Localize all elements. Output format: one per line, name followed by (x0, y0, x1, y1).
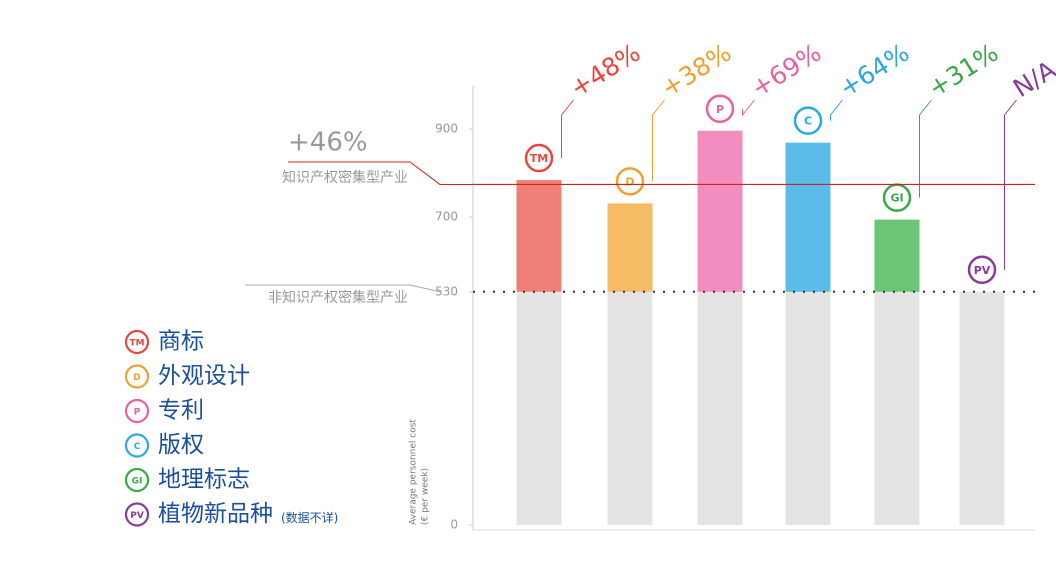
reference-leader (245, 284, 441, 293)
y-axis-label: (€ per week) (421, 468, 431, 525)
category-label: GI (890, 192, 903, 205)
y-tick-label: 530 (435, 284, 458, 298)
y-tick-label: 900 (435, 122, 458, 136)
legend-label: 专利 (158, 398, 204, 424)
value-label: +48% (565, 38, 645, 103)
reference-label: 知识产权密集型产业 (282, 169, 408, 186)
category-label: TM (530, 152, 548, 165)
legend-label: 版权 (158, 432, 204, 458)
legend-note: (数据不详) (281, 510, 338, 525)
y-tick-label: 700 (435, 210, 458, 224)
category-label: PV (974, 264, 991, 277)
legend-icon (124, 329, 150, 355)
bar-background (785, 291, 831, 525)
reference-leader (288, 161, 473, 185)
category-label: D (625, 175, 634, 188)
legend-label: 地理标志 (158, 467, 250, 493)
legend-icon (124, 398, 150, 424)
legend-label: 植物新品种 (158, 501, 273, 527)
reference-label: 非知识产权密集型产业 (268, 289, 408, 306)
bar (607, 203, 653, 292)
legend-icon-label: TM (129, 339, 144, 349)
y-tick-label: 0 (450, 518, 458, 532)
category-icon (967, 255, 997, 285)
bar-background (516, 291, 562, 525)
legend-icon (124, 502, 150, 527)
legend-icon-label: P (134, 408, 141, 418)
bar (785, 142, 831, 292)
leader-line (830, 99, 843, 121)
legend-icon-label: GI (132, 477, 143, 487)
legend-label: 外观设计 (158, 363, 250, 389)
leader-line (652, 99, 665, 182)
leader-line (561, 99, 574, 159)
bar-background (874, 291, 920, 525)
value-label: +64% (834, 38, 914, 103)
category-label: C (804, 115, 812, 128)
category-icon (615, 167, 645, 196)
legend-icon-label: PV (130, 511, 144, 521)
legend-icon (124, 467, 150, 493)
value-label: N/A (1008, 55, 1056, 103)
legend-label: 商标 (158, 329, 204, 355)
leader-line (1004, 99, 1017, 270)
bar-background (607, 291, 653, 525)
category-icon (793, 106, 823, 135)
leader-line (742, 99, 755, 117)
bar-background (959, 291, 1005, 525)
bar (516, 180, 562, 292)
legend-icon-label: C (134, 442, 141, 452)
y-axis-label: Average personnel cost (409, 419, 419, 525)
legend-icon-label: D (133, 373, 140, 383)
bar (697, 130, 743, 292)
reference-value-label: +46% (288, 128, 368, 158)
value-label: +69% (746, 38, 826, 103)
bar-background (697, 291, 743, 525)
value-label: +38% (656, 38, 736, 103)
value-label: +31% (923, 38, 1003, 103)
category-icon (705, 94, 735, 124)
leader-line (919, 99, 932, 198)
category-icon (524, 143, 554, 173)
bar (874, 219, 920, 292)
legend-icon (124, 364, 150, 389)
legend-icon (124, 433, 150, 458)
category-label: P (716, 103, 724, 116)
